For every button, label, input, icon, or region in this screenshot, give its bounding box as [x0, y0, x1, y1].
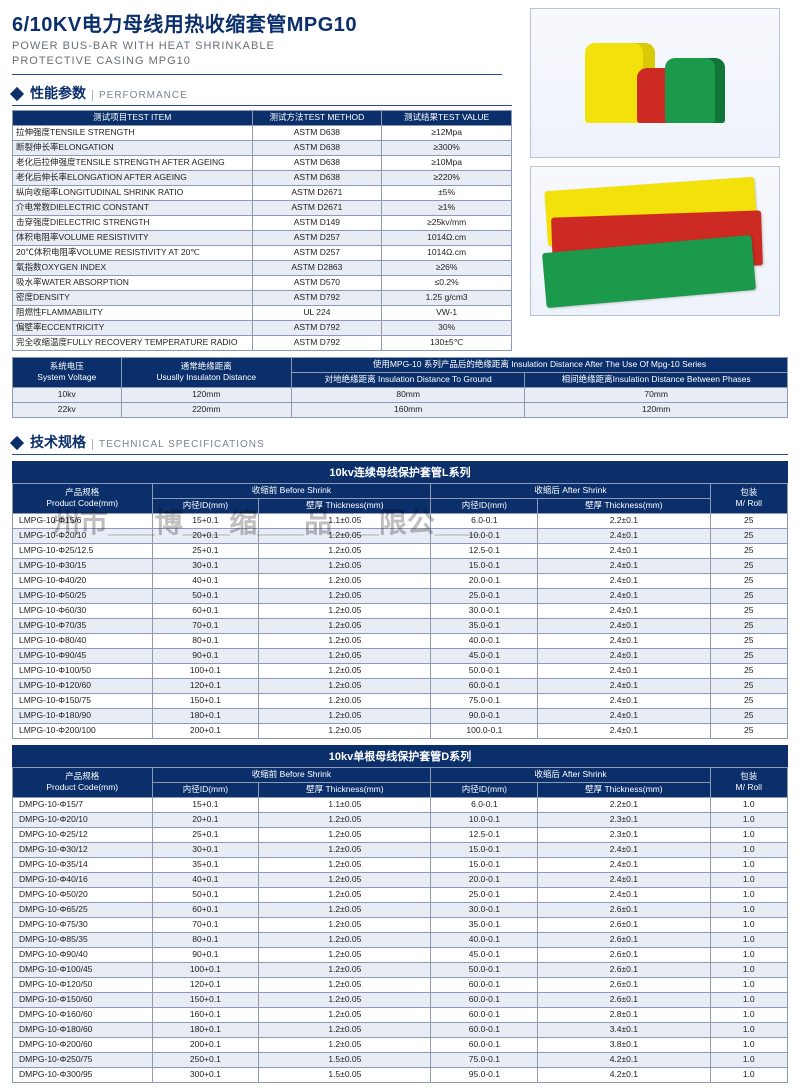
section-title-cn: 性能参数	[30, 83, 86, 103]
table-row: LMPG-10-Φ80/4080+0.11.2±0.0540.0-0.12.4±…	[13, 633, 788, 648]
table-row: LMPG-10-Φ180/90180+0.11.2±0.0590.0-0.12.…	[13, 708, 788, 723]
section-title-cn: 技术规格	[30, 432, 86, 452]
table-row: 断裂伸长率ELONGATIONASTM D638≥300%	[13, 140, 512, 155]
table-row: LMPG-10-Φ50/2550+0.11.2±0.0525.0-0.12.4±…	[13, 588, 788, 603]
table-row: DMPG-10-Φ250/75250+0.11.5±0.0575.0-0.14.…	[13, 1052, 788, 1067]
diamond-icon	[10, 87, 24, 101]
table-row: DMPG-10-Φ65/2560+0.11.2±0.0530.0-0.12.6±…	[13, 902, 788, 917]
table-row: LMPG-10-Φ15/615+0.11.1±0.056.0-0.12.2±0.…	[13, 513, 788, 528]
table-row: 密度DENSITYASTM D7921.25 g/cm3	[13, 290, 512, 305]
table-row: 10kv120mm80mm70mm	[13, 387, 788, 402]
spec-d-wrap: 10kv单根母线保护套管D系列 产品规格Product Code(mm) 收缩前…	[12, 745, 788, 1083]
spec-l-title: 10kv连续母线保护套管L系列	[12, 461, 788, 483]
spec-d-table: 产品规格Product Code(mm) 收缩前 Before Shrink 收…	[12, 767, 788, 1083]
page-title-cn: 6/10KV电力母线用热收缩套管MPG10	[12, 8, 512, 37]
section-title-en: PERFORMANCE	[92, 90, 188, 101]
table-row: DMPG-10-Φ35/1435+0.11.2±0.0515.0-0.12.4±…	[13, 857, 788, 872]
table-row: LMPG-10-Φ60/3060+0.11.2±0.0530.0-0.12.4±…	[13, 603, 788, 618]
table-row: LMPG-10-Φ120/60120+0.11.2±0.0560.0-0.12.…	[13, 678, 788, 693]
table-row: DMPG-10-Φ20/1020+0.11.2±0.0510.0-0.12.3±…	[13, 812, 788, 827]
product-image-rolls	[530, 8, 780, 158]
table-row: 22kv220mm160mm120mm	[13, 402, 788, 417]
section-performance-header: 性能参数 PERFORMANCE	[12, 83, 512, 106]
spec-l-table: 产品规格Product Code(mm) 收缩前 Before Shrink 收…	[12, 483, 788, 739]
performance-table: 测试项目TEST ITEM 测试方法TEST METHOD 测试结果TEST V…	[12, 110, 512, 351]
table-row: DMPG-10-Φ120/50120+0.11.2±0.0560.0-0.12.…	[13, 977, 788, 992]
table-row: 体积电阻率VOLUME RESISTIVITYASTM D2571014Ω.cm	[13, 230, 512, 245]
table-row: 老化后伸长率ELONGATION AFTER AGEINGASTM D638≥2…	[13, 170, 512, 185]
th-test-value: 测试结果TEST VALUE	[382, 110, 512, 125]
table-row: LMPG-10-Φ100/50100+0.11.2±0.0550.0-0.12.…	[13, 663, 788, 678]
insulation-table: 系统电压System Voltage 通常绝缘距离Ususlly Insulat…	[12, 357, 788, 418]
table-row: 介电常数DIELECTRIC CONSTANTASTM D2671≥1%	[13, 200, 512, 215]
table-row: DMPG-10-Φ75/3070+0.11.2±0.0535.0-0.12.6±…	[13, 917, 788, 932]
table-row: DMPG-10-Φ25/1225+0.11.2±0.0512.5-0.12.3±…	[13, 827, 788, 842]
table-row: DMPG-10-Φ15/715+0.11.1±0.056.0-0.12.2±0.…	[13, 797, 788, 812]
spec-d-title: 10kv单根母线保护套管D系列	[12, 745, 788, 767]
table-row: DMPG-10-Φ50/2050+0.11.2±0.0525.0-0.12.4±…	[13, 887, 788, 902]
product-image-sheets	[530, 166, 780, 316]
table-row: 20℃体积电阻率VOLUME RESISTIVITY AT 20℃ASTM D2…	[13, 245, 512, 260]
spec-l-wrap: 10kv连续母线保护套管L系列 州市___博___缩___品___限公___ 产…	[12, 461, 788, 739]
table-row: 完全收缩温度FULLY RECOVERY TEMPERATURE RADIOAS…	[13, 335, 512, 350]
table-row: DMPG-10-Φ160/60160+0.11.2±0.0560.0-0.12.…	[13, 1007, 788, 1022]
table-row: LMPG-10-Φ70/3570+0.11.2±0.0535.0-0.12.4±…	[13, 618, 788, 633]
diamond-icon	[10, 436, 24, 450]
table-row: DMPG-10-Φ200/60200+0.11.2±0.0560.0-0.13.…	[13, 1037, 788, 1052]
table-row: LMPG-10-Φ25/12.525+0.11.2±0.0512.5-0.12.…	[13, 543, 788, 558]
table-row: 偏壁率ECCENTRICITYASTM D79230%	[13, 320, 512, 335]
table-row: DMPG-10-Φ150/60150+0.11.2±0.0560.0-0.12.…	[13, 992, 788, 1007]
table-row: 拉伸强度TENSILE STRENGTHASTM D638≥12Mpa	[13, 125, 512, 140]
section-techspec-header: 技术规格 TECHNICAL SPECIFICATIONS	[12, 432, 788, 455]
table-row: DMPG-10-Φ180/60180+0.11.2±0.0560.0-0.13.…	[13, 1022, 788, 1037]
table-row: DMPG-10-Φ300/95300+0.11.5±0.0595.0-0.14.…	[13, 1067, 788, 1082]
table-row: LMPG-10-Φ200/100200+0.11.2±0.05100.0-0.1…	[13, 723, 788, 738]
table-row: 阻燃性FLAMMABILITYUL 224VW-1	[13, 305, 512, 320]
table-row: LMPG-10-Φ30/1530+0.11.2±0.0515.0-0.12.4±…	[13, 558, 788, 573]
title-rule	[12, 74, 502, 75]
section-title-en: TECHNICAL SPECIFICATIONS	[92, 439, 265, 450]
table-row: DMPG-10-Φ85/3580+0.11.2±0.0540.0-0.12.6±…	[13, 932, 788, 947]
table-row: 老化后拉伸强度TENSILE STRENGTH AFTER AGEINGASTM…	[13, 155, 512, 170]
table-row: LMPG-10-Φ150/75150+0.11.2±0.0575.0-0.12.…	[13, 693, 788, 708]
table-row: 击穿强度DIELECTRIC STRENGTHASTM D149≥25kv/mm	[13, 215, 512, 230]
table-row: 吸水率WATER ABSORPTIONASTM D570≤0.2%	[13, 275, 512, 290]
th-test-method: 测试方法TEST METHOD	[252, 110, 382, 125]
th-test-item: 测试项目TEST ITEM	[13, 110, 253, 125]
table-row: DMPG-10-Φ90/4090+0.11.2±0.0545.0-0.12.6±…	[13, 947, 788, 962]
table-row: LMPG-10-Φ90/4590+0.11.2±0.0545.0-0.12.4±…	[13, 648, 788, 663]
page-title-en: POWER BUS-BAR WITH HEAT SHRINKABLEPROTEC…	[12, 39, 512, 70]
table-row: 氧指数OXYGEN INDEXASTM D2863≥26%	[13, 260, 512, 275]
table-row: DMPG-10-Φ30/1230+0.11.2±0.0515.0-0.12.4±…	[13, 842, 788, 857]
table-row: LMPG-10-Φ20/1020+0.11.2±0.0510.0-0.12.4±…	[13, 528, 788, 543]
table-row: LMPG-10-Φ40/2040+0.11.2±0.0520.0-0.12.4±…	[13, 573, 788, 588]
table-row: 纵向收缩率LONGITUDINAL SHRINK RATIOASTM D2671…	[13, 185, 512, 200]
table-row: DMPG-10-Φ40/1640+0.11.2±0.0520.0-0.12.4±…	[13, 872, 788, 887]
